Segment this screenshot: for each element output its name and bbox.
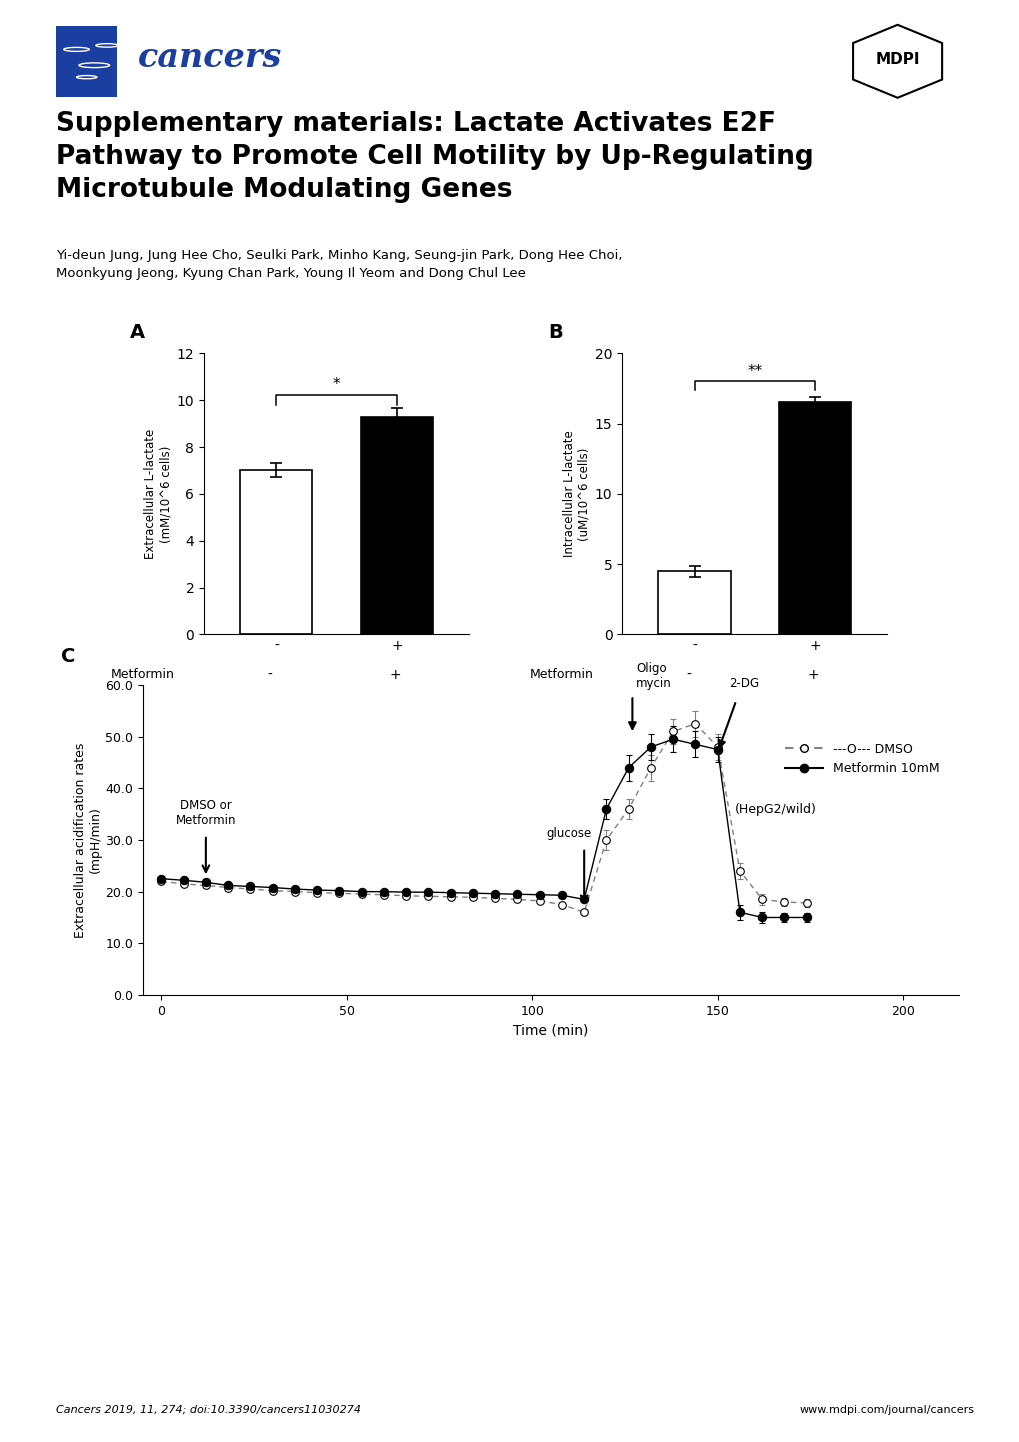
Text: -: - bbox=[686, 668, 690, 682]
Text: Cancers 2019, 11, 274; doi:10.3390/cancers11030274: Cancers 2019, 11, 274; doi:10.3390/cance… bbox=[56, 1405, 361, 1415]
Text: A: A bbox=[129, 323, 145, 342]
Text: Yi-deun Jung, Jung Hee Cho, Seulki Park, Minho Kang, Seung-jin Park, Dong Hee Ch: Yi-deun Jung, Jung Hee Cho, Seulki Park,… bbox=[56, 249, 622, 280]
Text: HepG2: HepG2 bbox=[314, 696, 359, 709]
Text: (HepG2/wild): (HepG2/wild) bbox=[734, 803, 815, 816]
Text: glucose: glucose bbox=[546, 826, 591, 839]
X-axis label: Time (min): Time (min) bbox=[513, 1024, 588, 1037]
Text: 2-DG: 2-DG bbox=[729, 678, 758, 691]
Text: cancers: cancers bbox=[138, 40, 281, 74]
Bar bbox=[779, 402, 851, 634]
Text: +: + bbox=[807, 668, 818, 682]
Bar bbox=[361, 417, 433, 634]
Text: Metformin: Metformin bbox=[529, 668, 593, 681]
Bar bbox=[657, 571, 730, 634]
Text: DMSO or
Metformin: DMSO or Metformin bbox=[175, 799, 235, 828]
Bar bbox=[239, 470, 312, 634]
Text: Supplementary materials: Lactate Activates E2F
Pathway to Promote Cell Motility : Supplementary materials: Lactate Activat… bbox=[56, 111, 813, 203]
Text: -: - bbox=[268, 668, 272, 682]
Y-axis label: Extracellular L-lactate
(mM/10^6 cells): Extracellular L-lactate (mM/10^6 cells) bbox=[145, 428, 172, 559]
FancyBboxPatch shape bbox=[56, 26, 117, 97]
Text: Metformin: Metformin bbox=[111, 668, 175, 681]
Text: HepG2: HepG2 bbox=[732, 696, 776, 709]
Text: C: C bbox=[61, 647, 75, 666]
Text: +: + bbox=[389, 668, 400, 682]
Legend: ---O--- DMSO, Metformin 10mM: ---O--- DMSO, Metformin 10mM bbox=[780, 738, 944, 780]
Text: B: B bbox=[547, 323, 562, 342]
Y-axis label: Intracellular L-lactate
(uM/10^6 cells): Intracellular L-lactate (uM/10^6 cells) bbox=[562, 431, 590, 557]
Text: MDPI: MDPI bbox=[874, 52, 919, 68]
Text: **: ** bbox=[747, 363, 761, 379]
Y-axis label: Extracellular acidification rates
(mpH/min): Extracellular acidification rates (mpH/m… bbox=[74, 743, 102, 937]
Text: *: * bbox=[332, 376, 340, 392]
Text: Oligo
mycin: Oligo mycin bbox=[636, 662, 672, 691]
Text: www.mdpi.com/journal/cancers: www.mdpi.com/journal/cancers bbox=[798, 1405, 973, 1415]
